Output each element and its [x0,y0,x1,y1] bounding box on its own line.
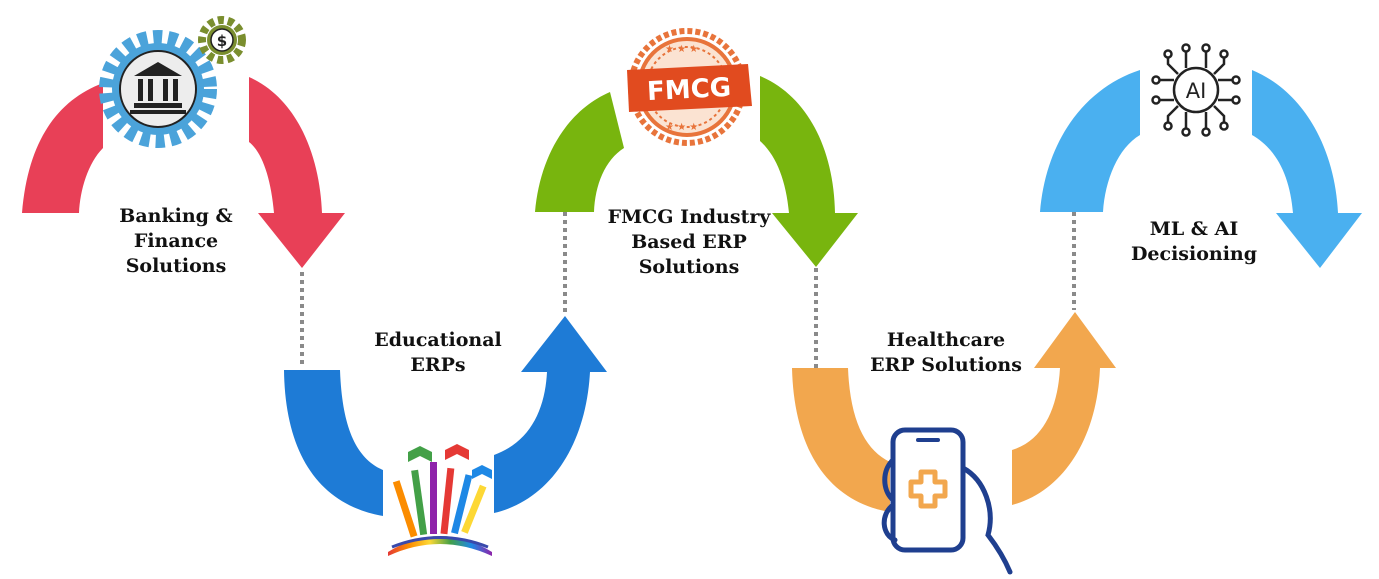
fmcg-stamp-icon: FMCG ★ ★ ★ ★ ★ ★ [627,31,752,143]
healthcare-label: Healthcare ERP Solutions [861,328,1031,378]
banking-arc [22,83,103,213]
svg-text:★ ★ ★: ★ ★ ★ [665,122,698,133]
ai-chip-icon: AI [1153,45,1240,136]
svg-text:★ ★ ★: ★ ★ ★ [665,44,698,55]
education-label: Educational ERPs [358,328,518,378]
healthcare-arc [792,368,890,512]
bank-gear-icon: $ [106,20,242,141]
education-arc [284,370,383,516]
svg-text:$: $ [217,32,227,50]
fmcg-arc [535,92,624,212]
banking-arrow [249,77,345,268]
svg-text:FMCG: FMCG [646,73,732,107]
ai-label: ML & AI Decisioning [1114,217,1274,267]
ai-arc [1040,70,1140,212]
raised-hands-books-icon [388,444,492,556]
svg-text:AI: AI [1186,79,1207,103]
banking-label: Banking & Finance Solutions [96,204,256,279]
medical-phone-icon [884,430,1010,572]
fmcg-label: FMCG Industry Based ERP Solutions [599,205,779,280]
